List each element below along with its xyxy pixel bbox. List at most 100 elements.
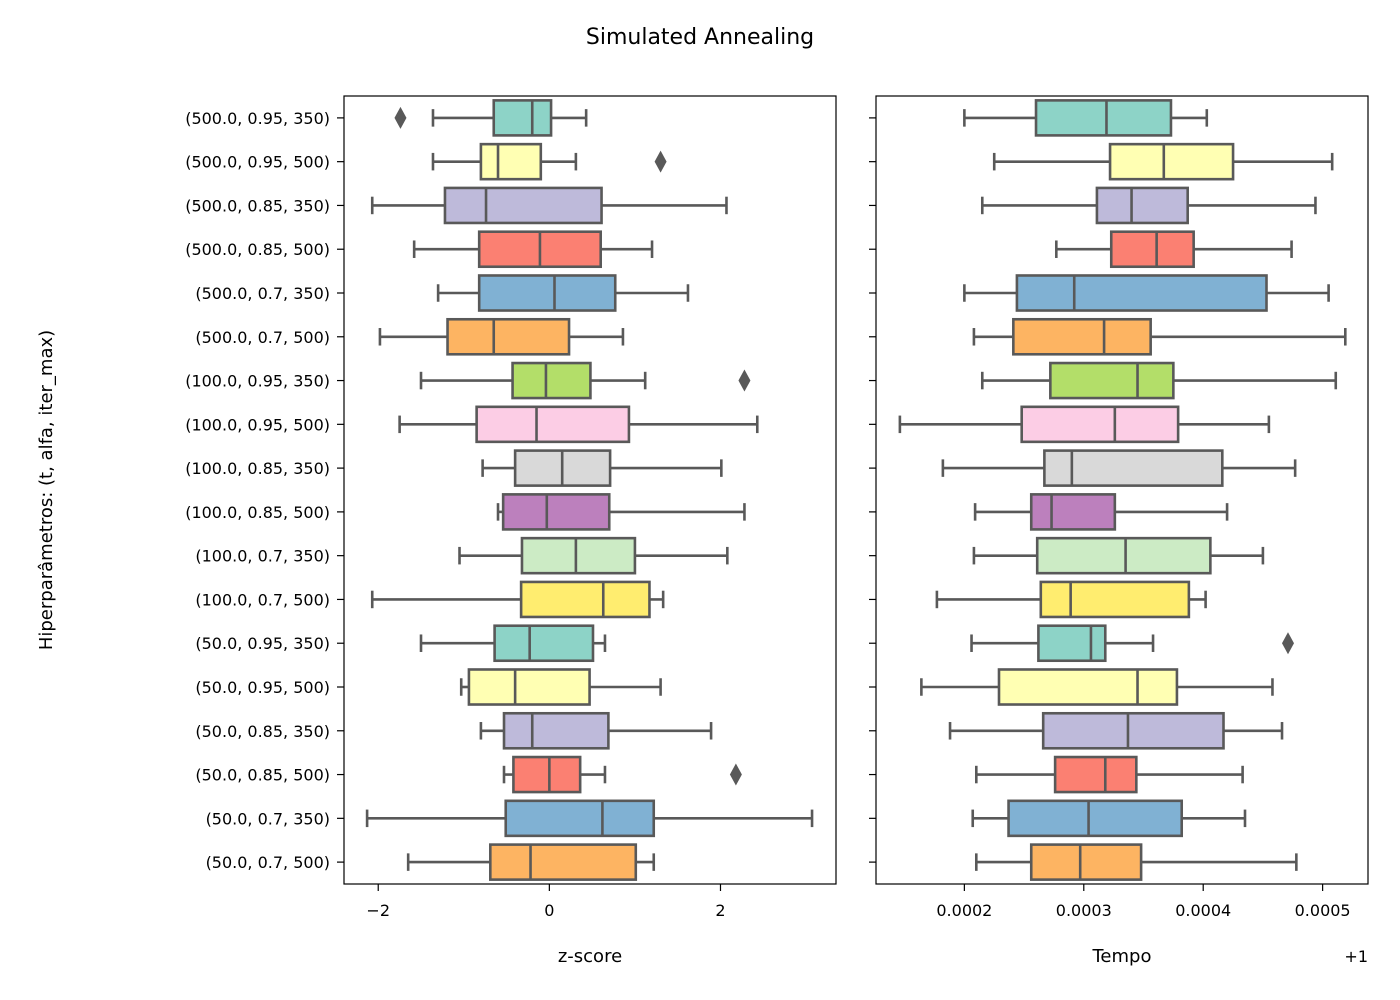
outlier-point	[654, 150, 667, 173]
outlier-point	[394, 106, 407, 129]
iqr-box	[1012, 317, 1152, 356]
right-box-1	[963, 99, 1209, 137]
y-tick-label: (100.0, 0.7, 350)	[195, 547, 330, 566]
iqr-box	[493, 624, 595, 663]
y-tick-label: (100.0, 0.85, 500)	[185, 503, 330, 522]
right-x-axis-label: Tempo	[1092, 946, 1152, 967]
left-box-12	[370, 580, 665, 619]
iqr-box	[1109, 230, 1195, 269]
right-box-14	[920, 668, 1274, 706]
iqr-box	[511, 361, 592, 400]
right-box-13	[970, 624, 1294, 663]
iqr-box	[446, 317, 571, 356]
x-tick-label: 0.0004	[1175, 901, 1231, 920]
left-box-16	[502, 755, 742, 794]
iqr-box	[489, 843, 638, 881]
left-box-5	[436, 274, 690, 312]
y-tick-label: (100.0, 0.7, 500)	[195, 590, 330, 609]
right-x-ticks: 0.0002 0.0003 0.0004 0.0005	[936, 884, 1351, 920]
y-tick-label: (100.0, 0.95, 350)	[185, 372, 330, 391]
figure-title: Simulated Annealing	[586, 25, 814, 50]
left-box-10	[496, 493, 746, 531]
y-tick-label: (500.0, 0.7, 350)	[195, 284, 330, 303]
y-tick-label: (50.0, 0.85, 500)	[195, 766, 330, 785]
iqr-box	[520, 536, 637, 575]
y-tick-label: (50.0, 0.95, 350)	[195, 634, 330, 653]
x-tick-label: 0.0003	[1056, 901, 1112, 920]
iqr-box	[1039, 580, 1191, 619]
left-panel: (500.0, 0.95, 350) (500.0, 0.95, 500) (500…	[185, 95, 837, 967]
right-box-9	[941, 449, 1297, 487]
iqr-box	[1041, 711, 1225, 750]
iqr-box	[1053, 755, 1138, 794]
x-tick-label: 0	[544, 901, 554, 920]
left-box-7	[419, 361, 751, 400]
iqr-box	[519, 580, 651, 619]
right-offset-text: +1	[1344, 947, 1368, 966]
left-box-11	[458, 536, 729, 575]
iqr-box	[1043, 449, 1224, 487]
right-box-4	[1055, 230, 1293, 269]
right-box-2	[992, 142, 1334, 181]
left-box-8	[398, 405, 759, 444]
iqr-box	[475, 405, 631, 444]
iqr-box	[479, 142, 543, 181]
left-y-ticks: (500.0, 0.95, 350) (500.0, 0.95, 500) (500…	[185, 109, 344, 872]
left-box-marks	[365, 99, 814, 881]
left-axes-frame	[343, 95, 837, 885]
iqr-box	[504, 799, 656, 838]
right-box-3	[980, 186, 1317, 225]
iqr-box	[1029, 493, 1117, 531]
right-box-12	[935, 580, 1207, 619]
y-tick-label: (500.0, 0.85, 500)	[185, 240, 330, 259]
iqr-box	[501, 493, 611, 531]
right-box-8	[898, 405, 1271, 444]
right-box-7	[980, 361, 1338, 400]
y-tick-label: (100.0, 0.85, 350)	[185, 459, 330, 478]
right-panel: 0.0002 0.0003 0.0004 0.0005 Tempo +1	[869, 95, 1369, 967]
right-axes-frame	[875, 95, 1369, 885]
right-box-marks	[898, 99, 1347, 881]
left-box-2	[431, 142, 667, 181]
iqr-box	[477, 274, 617, 312]
y-tick-label: (50.0, 0.95, 500)	[195, 678, 330, 697]
y-tick-label: (50.0, 0.85, 350)	[195, 722, 330, 741]
iqr-box	[1037, 624, 1107, 663]
y-tick-label: (50.0, 0.7, 350)	[206, 809, 330, 828]
left-box-17	[365, 799, 814, 838]
y-tick-label: (500.0, 0.95, 350)	[185, 109, 330, 128]
left-box-4	[412, 230, 654, 269]
iqr-box	[1034, 99, 1173, 137]
right-box-16	[975, 755, 1244, 794]
iqr-box	[997, 668, 1179, 706]
left-box-14	[459, 668, 662, 706]
right-box-15	[948, 711, 1284, 750]
outlier-point	[1281, 632, 1294, 655]
iqr-box	[467, 668, 591, 706]
left-box-18	[406, 843, 656, 881]
x-tick-label: 2	[715, 901, 725, 920]
right-box-6	[972, 317, 1347, 356]
iqr-box	[1049, 361, 1175, 400]
left-box-3	[370, 186, 728, 225]
left-box-9	[481, 449, 723, 487]
iqr-box	[1020, 405, 1180, 444]
left-box-6	[378, 317, 625, 356]
y-tick-label: (50.0, 0.7, 500)	[206, 853, 330, 872]
iqr-box	[502, 711, 610, 750]
outlier-point	[738, 369, 751, 392]
right-box-18	[975, 843, 1298, 881]
y-tick-label: (100.0, 0.95, 500)	[185, 415, 330, 434]
iqr-box	[1108, 142, 1235, 181]
left-box-15	[479, 711, 713, 750]
iqr-box	[1095, 186, 1189, 225]
right-box-11	[972, 536, 1265, 575]
left-box-13	[419, 624, 607, 663]
right-y-ticks	[869, 117, 876, 863]
x-tick-label: 0.0005	[1295, 901, 1351, 920]
iqr-box	[1029, 843, 1143, 881]
y-tick-label: (500.0, 0.95, 500)	[185, 153, 330, 172]
iqr-box	[1015, 274, 1268, 312]
iqr-box	[492, 99, 553, 137]
